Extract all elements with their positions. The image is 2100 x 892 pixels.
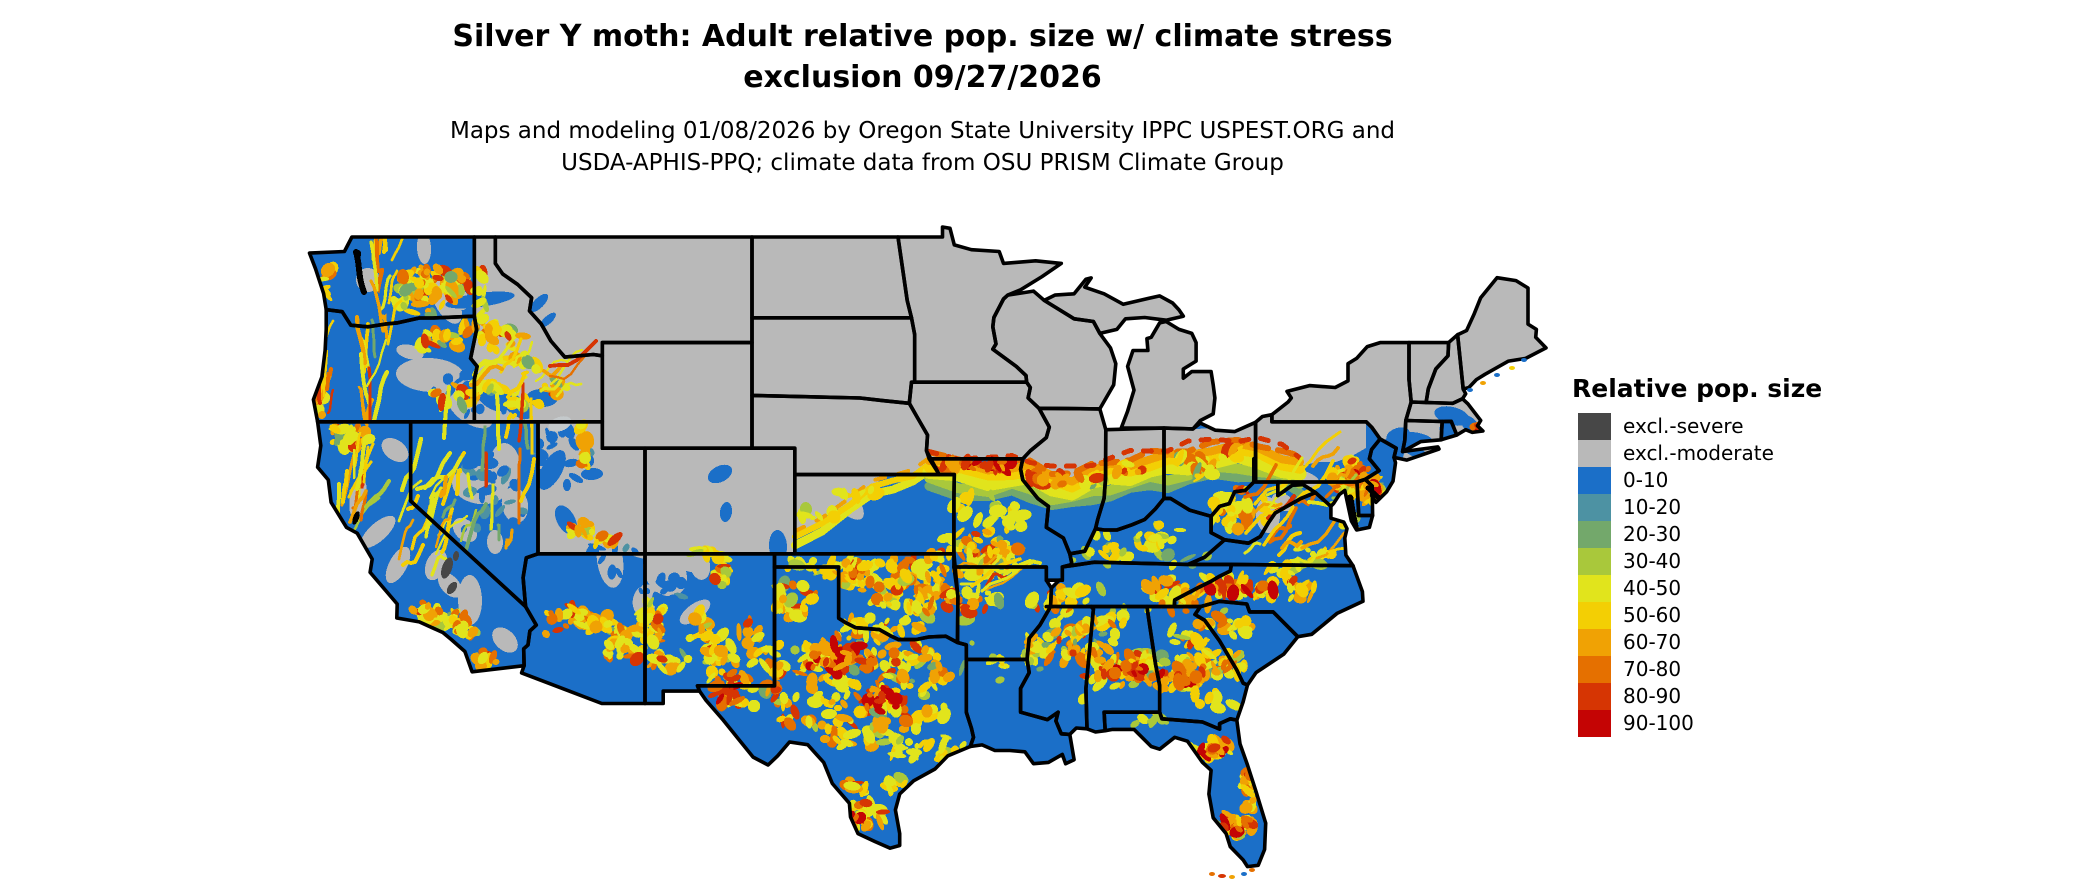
- legend-item: 50-60: [1578, 602, 1822, 629]
- legend-item: excl.-severe: [1578, 413, 1822, 440]
- legend-item: 80-90: [1578, 683, 1822, 710]
- legend-color-swatch: [1578, 575, 1611, 602]
- legend-color-swatch: [1578, 629, 1611, 656]
- map-subtitle-line-2: USDA-APHIS-PPQ; climate data from OSU PR…: [561, 150, 1284, 176]
- legend: Relative pop. size excl.-severe excl.-mod…: [1572, 374, 1822, 737]
- map-title-line-1: Silver Y moth: Adult relative pop. size …: [452, 19, 1393, 54]
- offshore-detail: [1209, 358, 1527, 879]
- legend-color-swatch: [1578, 710, 1611, 737]
- chart-header: Silver Y moth: Adult relative pop. size …: [0, 16, 1845, 179]
- legend-color-swatch: [1578, 683, 1611, 710]
- legend-color-swatch: [1578, 521, 1611, 548]
- legend-item-label: 10-20: [1623, 495, 1682, 519]
- legend-color-swatch: [1578, 467, 1611, 494]
- map-title-line-2: exclusion 09/27/2026: [743, 60, 1102, 95]
- legend-item: 40-50: [1578, 575, 1822, 602]
- legend-item: 60-70: [1578, 629, 1822, 656]
- legend-item-label: 40-50: [1623, 576, 1682, 600]
- legend-item-label: excl.-moderate: [1623, 441, 1774, 465]
- legend-item-label: 80-90: [1623, 684, 1682, 708]
- map-title: Silver Y moth: Adult relative pop. size …: [0, 16, 1845, 98]
- legend-item: 20-30: [1578, 521, 1822, 548]
- legend-item-label: excl.-severe: [1623, 414, 1744, 438]
- legend-item-label: 90-100: [1623, 711, 1694, 735]
- legend-color-swatch: [1578, 494, 1611, 521]
- legend-rows: excl.-severe excl.-moderate 0-10 10-20 20-30…: [1572, 413, 1822, 737]
- map-subtitle: Maps and modeling 01/08/2026 by Oregon S…: [0, 115, 1845, 179]
- legend-item-label: 30-40: [1623, 549, 1682, 573]
- legend-color-swatch: [1578, 548, 1611, 575]
- legend-item-label: 20-30: [1623, 522, 1682, 546]
- legend-color-swatch: [1578, 413, 1611, 440]
- legend-color-swatch: [1578, 656, 1611, 683]
- legend-item-label: 70-80: [1623, 657, 1682, 681]
- legend-item: 0-10: [1578, 467, 1822, 494]
- legend-item: 90-100: [1578, 710, 1822, 737]
- legend-item: 70-80: [1578, 656, 1822, 683]
- legend-item-label: 60-70: [1623, 630, 1682, 654]
- legend-item-label: 0-10: [1623, 468, 1669, 492]
- legend-item: excl.-moderate: [1578, 440, 1822, 467]
- legend-item: 10-20: [1578, 494, 1822, 521]
- legend-item-label: 50-60: [1623, 603, 1682, 627]
- legend-item: 30-40: [1578, 548, 1822, 575]
- state-borders: [307, 225, 1548, 869]
- map-subtitle-line-1: Maps and modeling 01/08/2026 by Oregon S…: [449, 118, 1396, 144]
- legend-title: Relative pop. size: [1572, 374, 1823, 403]
- legend-color-swatch: [1578, 602, 1611, 629]
- legend-color-swatch: [1578, 440, 1611, 467]
